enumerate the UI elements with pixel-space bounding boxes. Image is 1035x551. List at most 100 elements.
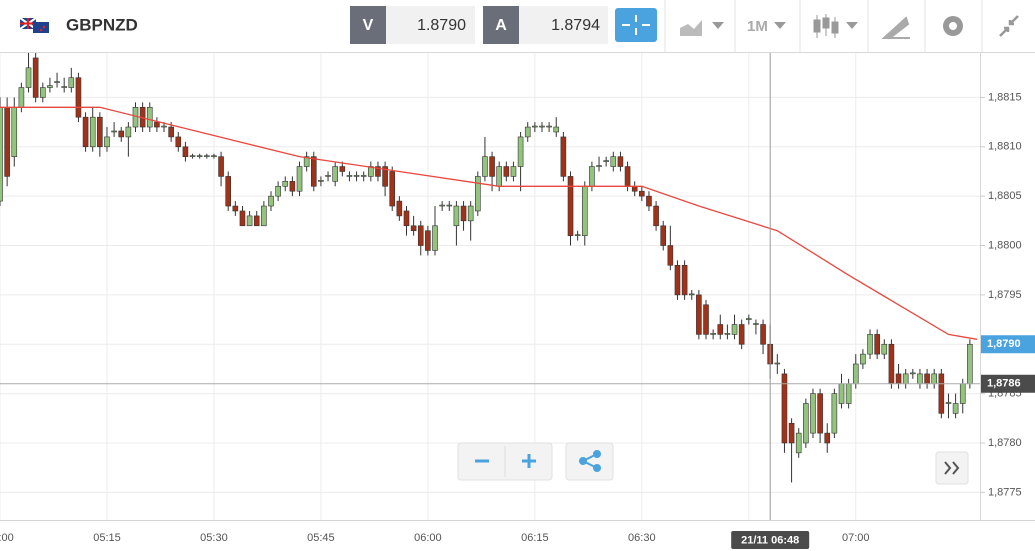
- candle-body: [396, 200, 403, 217]
- candle-body: [539, 125, 545, 128]
- zoom-in-button[interactable]: [522, 454, 536, 468]
- x-tick-label: 05:30: [200, 532, 228, 544]
- candle-body: [225, 176, 232, 207]
- settings-button[interactable]: [943, 16, 963, 36]
- candle-body: [18, 87, 25, 108]
- x-tick-label: 06:00: [414, 532, 442, 544]
- x-tick-label: 05:15: [93, 532, 121, 544]
- y-tick-label: 1,8815: [988, 91, 1022, 103]
- y-tick-label: 1,8810: [988, 141, 1022, 153]
- candle-body: [118, 130, 125, 138]
- candle-body: [104, 136, 110, 148]
- candle-body: [845, 383, 852, 404]
- candle-body: [154, 121, 160, 128]
- candle-body: [239, 210, 246, 227]
- candle-body: [68, 77, 75, 88]
- candle-body: [803, 403, 809, 444]
- share-button[interactable]: [565, 442, 614, 481]
- candle-body: [218, 156, 224, 177]
- x-tick-label: 07:00: [842, 532, 870, 544]
- candle-body: [510, 166, 517, 177]
- candle-body: [753, 323, 759, 325]
- price-tag-label: 1,8790: [987, 338, 1021, 350]
- candle-body: [460, 205, 467, 222]
- candle-body: [332, 166, 338, 182]
- candle-body: [945, 402, 952, 404]
- x-tick-label: 05:45: [307, 532, 335, 544]
- candle-body: [296, 166, 303, 192]
- candle-style-button[interactable]: [813, 14, 858, 38]
- candle-body: [589, 166, 595, 187]
- candle-body: [4, 107, 10, 177]
- candle-body: [653, 205, 659, 227]
- drawing-tool-button[interactable]: [881, 16, 910, 39]
- collapse-button[interactable]: [999, 15, 1019, 37]
- y-tick-label: 1,8780: [988, 437, 1022, 449]
- candle-body: [639, 190, 645, 197]
- candle-body: [617, 156, 624, 167]
- timeframe[interactable]: 1M: [747, 18, 768, 35]
- candle-body: [952, 403, 959, 414]
- candle-body: [852, 363, 859, 385]
- candle-body: [660, 225, 667, 246]
- scroll-right-icon: [944, 461, 960, 475]
- candle-body: [39, 87, 46, 98]
- candle-body: [967, 343, 973, 385]
- price-tag: [981, 335, 1035, 354]
- candle-body: [860, 353, 866, 365]
- chart-type-button[interactable]: [680, 20, 724, 36]
- candle-body: [674, 264, 681, 296]
- candle-body: [196, 155, 203, 157]
- price-tag-label: 1,8786: [987, 378, 1021, 390]
- candle-body: [895, 373, 902, 385]
- bid-label: V: [363, 17, 374, 34]
- candle-body: [261, 205, 267, 227]
- bid-button[interactable]: [350, 6, 386, 44]
- candle-body: [61, 86, 67, 88]
- toolbar-separators: [664, 0, 983, 52]
- candle-body: [54, 81, 60, 83]
- candle-body: [631, 185, 638, 192]
- ask-price: 1.8794: [551, 17, 600, 34]
- bid-box: [386, 6, 475, 44]
- y-tick-label: 1,8795: [988, 289, 1022, 301]
- candle-body: [303, 156, 310, 167]
- crosshair-label: 21/11 06:48: [741, 534, 799, 546]
- candle-body: [959, 383, 966, 404]
- candle-body: [446, 204, 453, 207]
- candle-body: [624, 166, 631, 187]
- candle-body: [810, 393, 816, 434]
- candle-body: [289, 181, 296, 192]
- candle-body: [574, 234, 581, 236]
- symbol: GBPNZD: [66, 15, 138, 34]
- candle-body: [246, 215, 253, 227]
- candle-body: [560, 136, 567, 177]
- candle-body: [453, 205, 460, 227]
- candle-body: [917, 373, 923, 385]
- candle-body: [795, 432, 802, 454]
- candle-body: [567, 176, 574, 236]
- x-tick-label: 05:00: [0, 532, 14, 544]
- candle-body: [482, 156, 488, 177]
- candle-body: [125, 126, 132, 138]
- candle-body: [75, 77, 82, 118]
- candle-body: [532, 125, 538, 128]
- candle-body: [496, 166, 502, 187]
- candle-body: [318, 180, 324, 182]
- candle-body: [0, 107, 3, 202]
- candle-body: [524, 126, 531, 138]
- candle-body: [432, 225, 438, 251]
- candle-body: [417, 225, 424, 246]
- candle-body: [517, 136, 524, 167]
- candle-body: [425, 230, 431, 251]
- ask-button[interactable]: [483, 6, 519, 44]
- y-tick-label: 1,8805: [988, 190, 1022, 202]
- candle-body: [924, 373, 930, 385]
- scroll-right-button[interactable]: [935, 451, 969, 485]
- candle-body: [667, 245, 674, 266]
- crosshair-button[interactable]: [615, 8, 657, 42]
- candle-body: [760, 324, 766, 345]
- candle-body: [838, 383, 845, 404]
